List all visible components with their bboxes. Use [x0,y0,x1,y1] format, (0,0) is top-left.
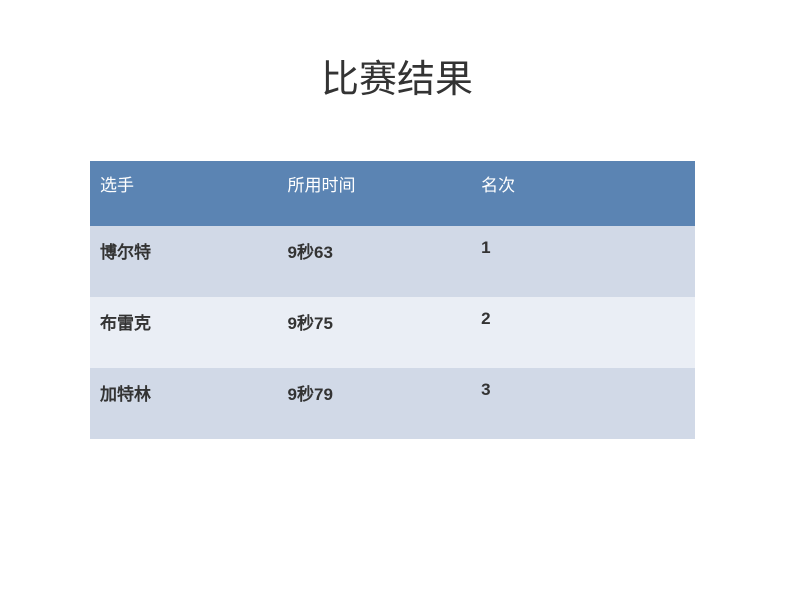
results-table: 选手 所用时间 名次 博尔特 9秒63 1 布雷克 9秒75 2 加特林 9秒7… [90,161,695,439]
cell-player: 布雷克 [90,297,278,368]
cell-rank: 1 [471,226,695,297]
cell-player: 博尔特 [90,226,278,297]
table-row: 博尔特 9秒63 1 [90,226,695,297]
cell-rank: 2 [471,297,695,368]
table-row: 布雷克 9秒75 2 [90,297,695,368]
cell-time: 9秒79 [278,368,472,439]
table-header-row: 选手 所用时间 名次 [90,161,695,226]
column-header-time: 所用时间 [278,161,472,226]
cell-player: 加特林 [90,368,278,439]
page-title: 比赛结果 [0,0,794,103]
table-row: 加特林 9秒79 3 [90,368,695,439]
cell-time: 9秒75 [278,297,472,368]
cell-rank: 3 [471,368,695,439]
column-header-player: 选手 [90,161,278,226]
column-header-rank: 名次 [471,161,695,226]
cell-time: 9秒63 [278,226,472,297]
results-table-container: 选手 所用时间 名次 博尔特 9秒63 1 布雷克 9秒75 2 加特林 9秒7… [90,161,695,439]
